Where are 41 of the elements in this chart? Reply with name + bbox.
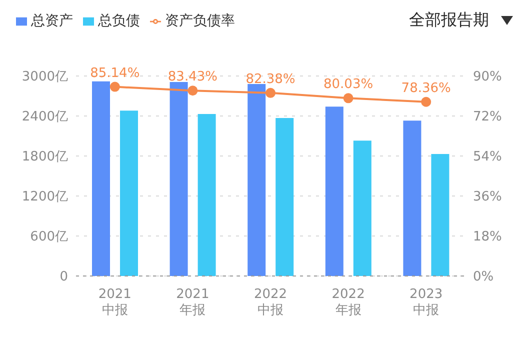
point bbox=[188, 86, 198, 96]
x-tick-label: 2021 中报 bbox=[98, 287, 132, 318]
legend-label: 总负债 bbox=[98, 13, 140, 29]
y-tick-label: 3000亿 bbox=[22, 70, 68, 85]
data-label: 78.36% bbox=[401, 80, 451, 96]
text: 全部报告期 bbox=[409, 10, 489, 31]
y-tick-label: 0 bbox=[60, 270, 68, 285]
point bbox=[343, 93, 354, 104]
legend-label: 总资产 bbox=[31, 13, 73, 29]
y-tick-label: 2400亿 bbox=[22, 110, 68, 125]
bar bbox=[248, 84, 266, 276]
y-tick-label: 1200亿 bbox=[22, 190, 68, 205]
y-tick-label: 600亿 bbox=[30, 230, 68, 245]
bar bbox=[120, 110, 138, 276]
y-tick-label: 1800亿 bbox=[22, 150, 68, 165]
data-label: 80.03% bbox=[324, 77, 374, 92]
x-tick-label: 2022 中报 bbox=[254, 287, 288, 318]
data-label: 85.14% bbox=[90, 66, 140, 81]
bar bbox=[403, 120, 422, 276]
point bbox=[266, 88, 276, 98]
y2-tick-label: 36% bbox=[473, 190, 502, 205]
y2-tick-label: 72% bbox=[473, 110, 502, 125]
x-tick-label: 2022 年报 bbox=[332, 287, 365, 318]
data-label: 83.43% bbox=[168, 70, 218, 85]
bar bbox=[276, 118, 294, 276]
bar bbox=[431, 154, 450, 276]
data-label: 82.38% bbox=[246, 72, 296, 87]
x-tick-label: 2021 年报 bbox=[176, 287, 210, 318]
bar bbox=[92, 81, 110, 276]
bar bbox=[198, 114, 216, 276]
y2-tick-label: 0% bbox=[473, 270, 494, 285]
x-tick-label: 2023 中报 bbox=[410, 287, 443, 318]
legend-label: 资产负债率 bbox=[165, 13, 235, 29]
y2-tick-label: 90% bbox=[473, 70, 502, 85]
y2-tick-label: 54% bbox=[473, 150, 502, 165]
point bbox=[421, 96, 432, 107]
bar bbox=[353, 140, 372, 276]
bar bbox=[170, 82, 188, 276]
point bbox=[110, 82, 120, 92]
bar bbox=[325, 106, 344, 276]
y2-tick-label: 18% bbox=[473, 230, 502, 245]
